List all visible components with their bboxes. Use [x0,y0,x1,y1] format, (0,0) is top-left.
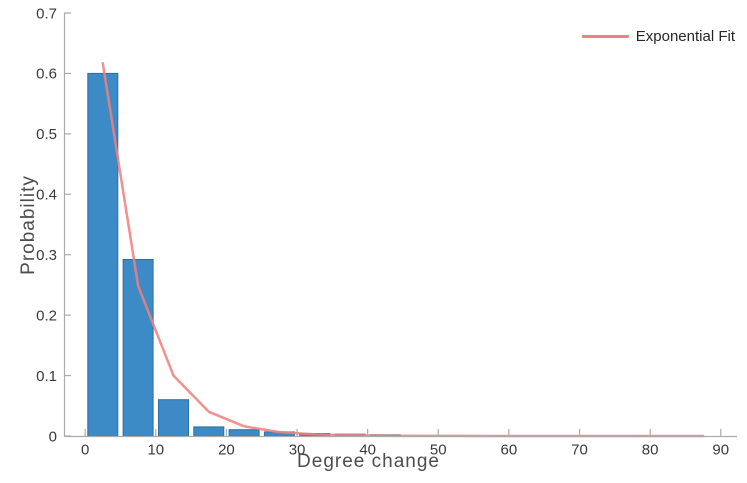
x-tick-label: 70 [571,441,588,458]
histogram-bar [158,399,189,437]
y-tick-label: 0 [49,428,57,445]
y-tick-label: 0.3 [36,247,57,264]
y-tick-label: 0.6 [36,66,57,83]
histogram-bar [228,429,260,437]
exponential-fit-line [101,61,705,438]
y-tick-label: 0.2 [36,307,57,324]
x-tick-label: 80 [642,441,659,458]
y-tick-label: 0.5 [36,126,57,143]
x-tick-label: 10 [147,441,164,458]
x-tick-label: 40 [359,441,376,458]
x-tick-label: 30 [289,441,306,458]
histogram-bar [193,426,225,437]
y-tick-label: 0.7 [36,5,57,22]
y-tick-label: 0.1 [36,368,57,385]
y-axis-title: Probability [18,175,39,275]
x-tick-label: 90 [712,441,729,458]
y-tick-label: 0.4 [36,187,57,204]
x-axis-title: Degree change [297,451,440,472]
legend-line-sample [581,35,629,38]
x-tick-label: 50 [430,441,447,458]
x-tick-label: 0 [81,441,89,458]
x-tick-label: 60 [501,441,518,458]
legend: Exponential Fit [581,28,735,45]
legend-label: Exponential Fit [635,28,735,45]
x-tick-label: 20 [218,441,235,458]
